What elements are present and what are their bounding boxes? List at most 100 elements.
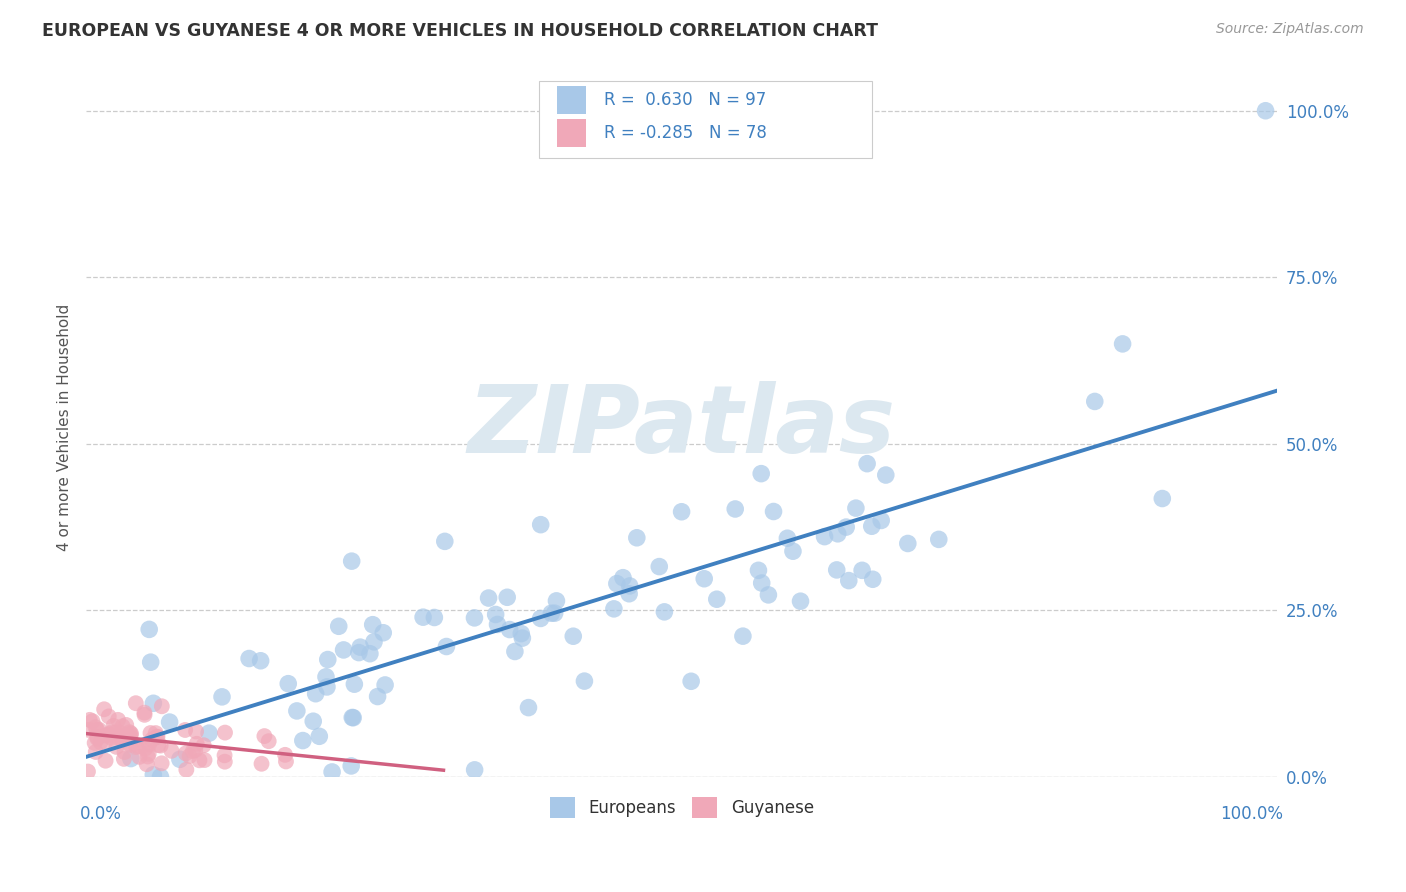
Point	[146, 730, 169, 744]
Point	[517, 700, 540, 714]
Point	[100, 725, 122, 739]
Point	[141, 732, 163, 747]
Point	[111, 732, 134, 747]
Point	[115, 718, 138, 732]
Point	[626, 531, 648, 545]
Point	[111, 719, 134, 733]
Point	[176, 763, 198, 777]
Point	[870, 513, 893, 527]
Point	[1152, 491, 1174, 506]
Point	[603, 602, 626, 616]
Point	[617, 587, 640, 601]
Point	[340, 759, 363, 773]
Point	[328, 619, 350, 633]
Point	[928, 533, 950, 547]
Point	[135, 757, 157, 772]
Point	[253, 729, 276, 743]
Point	[84, 720, 107, 734]
Point	[86, 730, 108, 744]
Point	[184, 743, 207, 757]
Point	[114, 745, 136, 759]
Legend: Europeans, Guyanese: Europeans, Guyanese	[543, 791, 821, 824]
Point	[359, 647, 381, 661]
Point	[749, 467, 772, 481]
Point	[238, 651, 260, 665]
Point	[342, 710, 364, 724]
Point	[134, 707, 156, 722]
Point	[93, 702, 115, 716]
Point	[97, 709, 120, 723]
Point	[277, 676, 299, 690]
Point	[107, 713, 129, 727]
Point	[181, 744, 204, 758]
Point	[851, 563, 873, 577]
Point	[724, 502, 747, 516]
Point	[159, 715, 181, 730]
Point	[862, 572, 884, 586]
Point	[361, 617, 384, 632]
Point	[150, 756, 173, 771]
Point	[671, 505, 693, 519]
Point	[827, 526, 849, 541]
Point	[562, 629, 585, 643]
Point	[89, 735, 111, 749]
Point	[315, 670, 337, 684]
Point	[316, 680, 339, 694]
Point	[145, 726, 167, 740]
Point	[120, 738, 142, 752]
Point	[174, 747, 197, 761]
Point	[291, 733, 314, 747]
Point	[186, 737, 208, 751]
Point	[347, 646, 370, 660]
Point	[149, 770, 172, 784]
Point	[120, 726, 142, 740]
Point	[654, 605, 676, 619]
Point	[343, 677, 366, 691]
Point	[94, 754, 117, 768]
Point	[138, 623, 160, 637]
Point	[77, 723, 100, 737]
Point	[274, 747, 297, 762]
Point	[94, 735, 117, 749]
Point	[693, 572, 716, 586]
Point	[546, 594, 568, 608]
Point	[174, 723, 197, 737]
Point	[136, 749, 159, 764]
Point	[762, 504, 785, 518]
Point	[118, 725, 141, 739]
Point	[86, 731, 108, 746]
Point	[107, 731, 129, 745]
Point	[211, 690, 233, 704]
Point	[776, 531, 799, 545]
Point	[503, 644, 526, 658]
Point	[305, 687, 328, 701]
Point	[681, 674, 703, 689]
Point	[543, 606, 565, 620]
Point	[302, 714, 325, 729]
Point	[179, 749, 201, 764]
Bar	[557, 120, 586, 147]
Point	[105, 739, 128, 754]
Point	[813, 530, 835, 544]
Point	[103, 719, 125, 733]
Point	[87, 723, 110, 737]
Point	[477, 591, 499, 605]
Point	[619, 579, 641, 593]
Point	[274, 755, 297, 769]
Point	[77, 764, 100, 779]
Point	[86, 723, 108, 737]
Point	[367, 690, 389, 704]
Point	[118, 730, 141, 744]
Point	[510, 626, 533, 640]
Point	[530, 611, 553, 625]
Point	[79, 713, 101, 727]
Point	[214, 725, 236, 739]
Text: ZIPatlas: ZIPatlas	[468, 381, 896, 473]
Bar	[557, 86, 586, 114]
Text: 0.0%: 0.0%	[80, 805, 122, 822]
Point	[486, 617, 509, 632]
Point	[856, 457, 879, 471]
Point	[845, 501, 868, 516]
Point	[134, 706, 156, 720]
Point	[574, 674, 596, 689]
